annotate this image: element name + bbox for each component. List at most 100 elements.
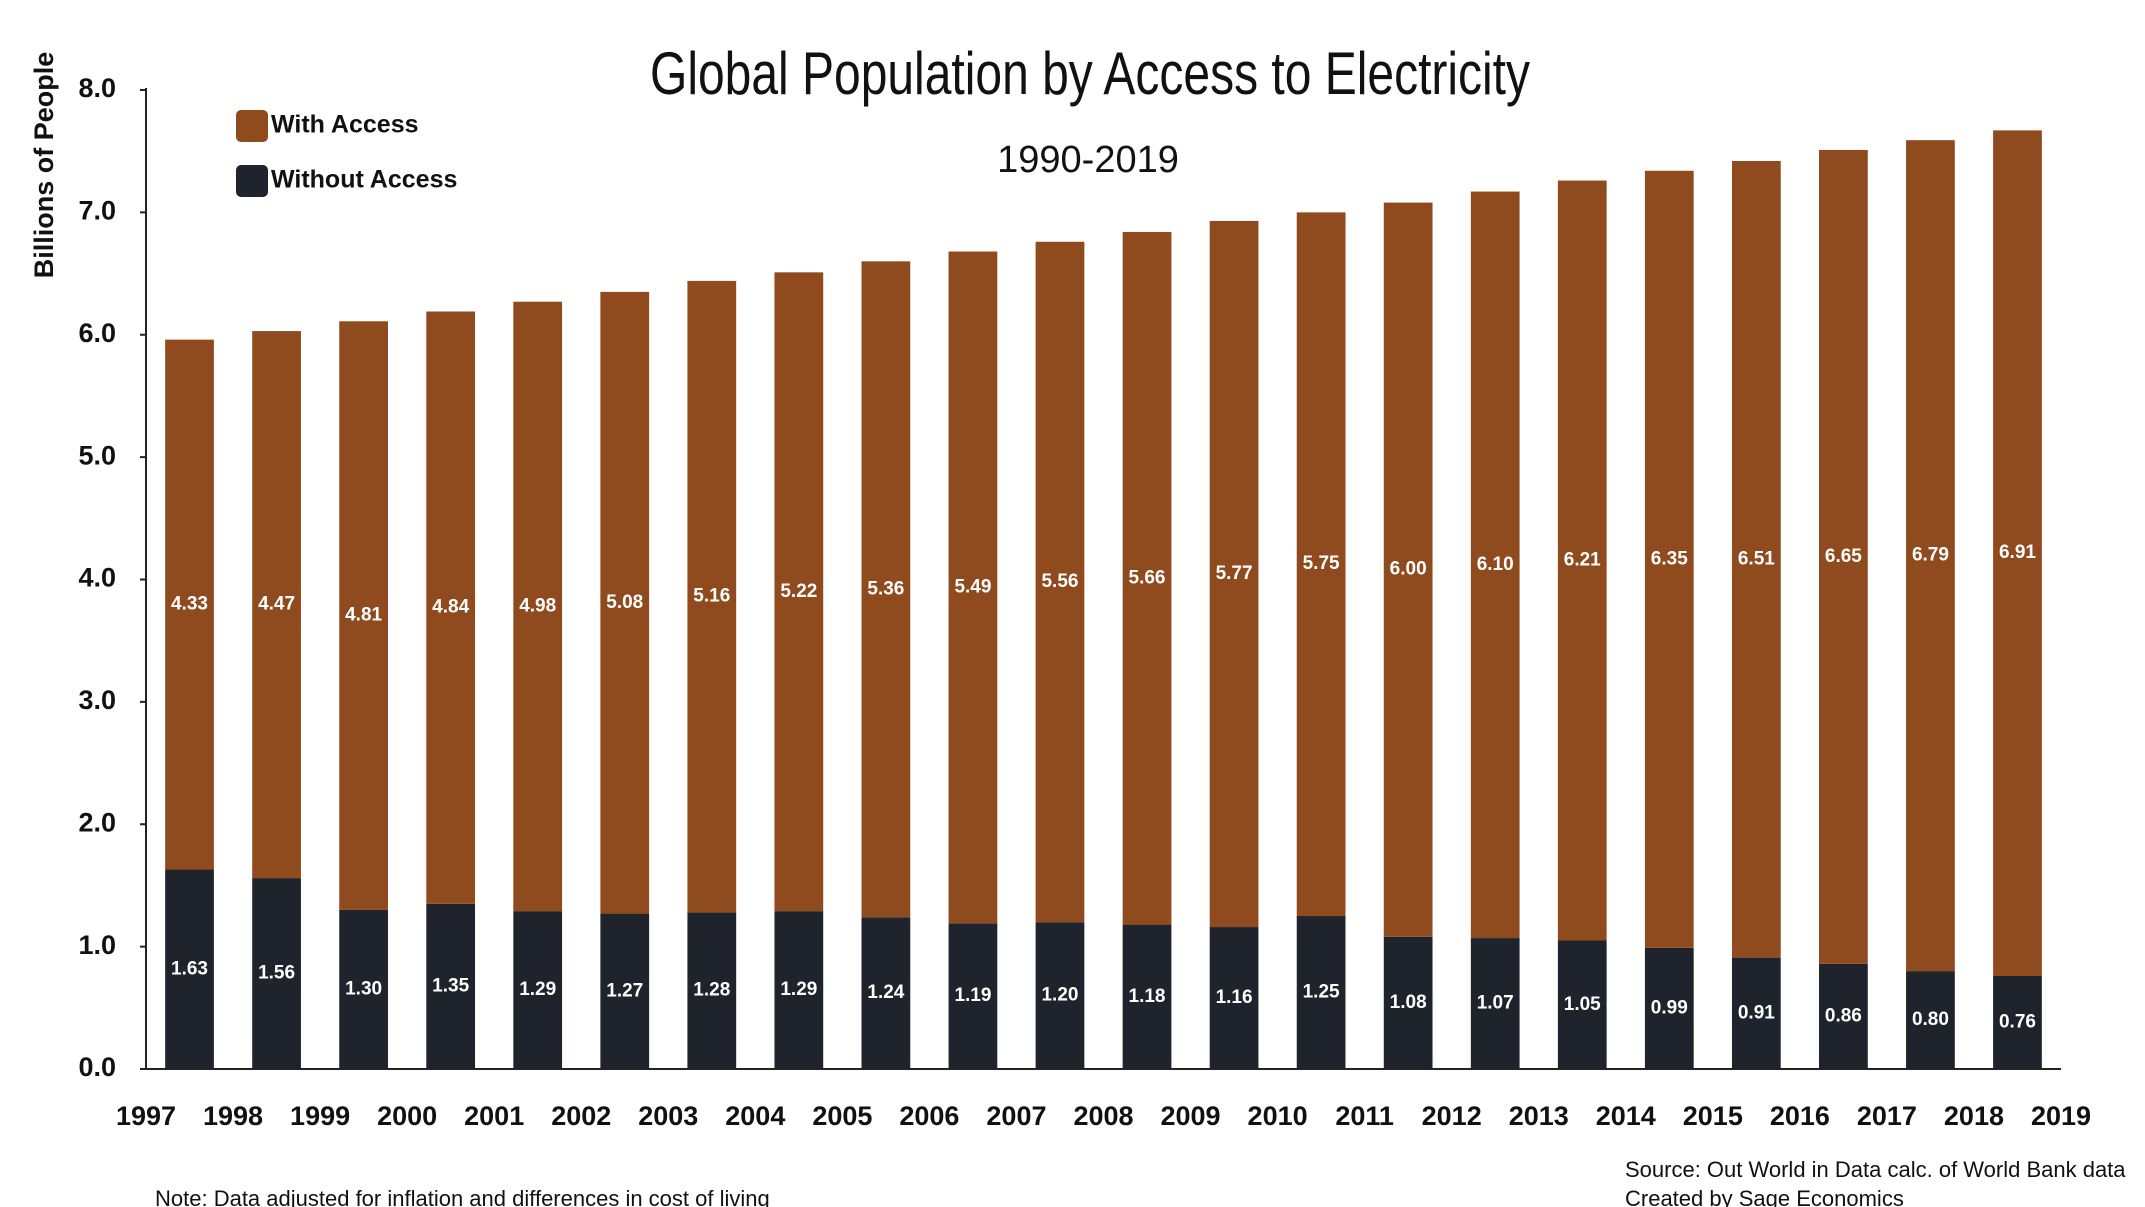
legend-swatch xyxy=(236,110,268,142)
bar-segment xyxy=(1819,963,1868,1069)
y-tick-label: 2.0 xyxy=(78,807,116,837)
bar-segment xyxy=(861,917,911,1069)
bar-segment xyxy=(1383,202,1433,937)
bar-segment xyxy=(513,301,563,912)
legend-label: Without Access xyxy=(271,166,457,194)
bar-segment xyxy=(252,878,301,1069)
data-label: 6.51 xyxy=(1738,548,1775,569)
bar-segment xyxy=(1122,924,1172,1069)
y-tick-label: 7.0 xyxy=(78,196,116,226)
bar-segment xyxy=(687,912,737,1069)
y-tick-label: 8.0 xyxy=(78,73,116,103)
x-tick-label: 2014 xyxy=(1596,1101,1656,1131)
x-tick-label: 2008 xyxy=(1073,1101,1133,1131)
x-tick-label: 1997 xyxy=(116,1101,176,1131)
y-tick-label: 0.0 xyxy=(78,1052,116,1082)
x-tick-label: 2003 xyxy=(638,1101,698,1131)
data-label: 1.20 xyxy=(1041,985,1078,1006)
x-tick-label: 2001 xyxy=(464,1101,524,1131)
data-label: 1.24 xyxy=(867,982,904,1003)
x-tick-label: 2006 xyxy=(899,1101,959,1131)
data-label: 4.84 xyxy=(432,597,469,618)
y-tick-label: 1.0 xyxy=(78,930,116,960)
x-tick-label: 2015 xyxy=(1683,1101,1743,1131)
data-label: 6.91 xyxy=(1999,542,2036,563)
bar-segment xyxy=(861,261,911,918)
bar-segment xyxy=(1209,927,1259,1069)
data-label: 5.16 xyxy=(693,586,730,607)
bar-segment xyxy=(948,251,998,924)
chart-title: Global Population by Access to Electrici… xyxy=(650,40,1530,107)
data-label: 1.18 xyxy=(1129,986,1166,1007)
legend-swatch xyxy=(236,165,268,197)
bar-segment xyxy=(252,331,301,879)
data-label: 1.08 xyxy=(1390,992,1427,1013)
data-label: 4.98 xyxy=(519,595,556,616)
data-label: 5.08 xyxy=(606,592,643,613)
data-label: 1.56 xyxy=(258,963,295,984)
data-label: 1.29 xyxy=(780,979,817,1000)
x-tick-label: 2004 xyxy=(725,1101,785,1131)
x-tick-label: 2007 xyxy=(986,1101,1046,1131)
x-tick-label: 2011 xyxy=(1335,1101,1394,1131)
data-label: 6.00 xyxy=(1390,559,1427,580)
bar-segment xyxy=(1993,130,2042,976)
x-tick-label: 2009 xyxy=(1161,1101,1221,1131)
bar-segment xyxy=(339,909,388,1069)
bar-segment xyxy=(426,311,476,904)
x-tick-label: 2000 xyxy=(377,1101,437,1131)
bar-segment xyxy=(1470,938,1520,1069)
data-label: 1.28 xyxy=(693,980,730,1001)
bar-segment xyxy=(774,272,824,912)
x-tick-label: 2016 xyxy=(1770,1101,1830,1131)
data-label: 1.29 xyxy=(519,979,556,1000)
data-label: 1.19 xyxy=(954,985,991,1006)
bar-segment xyxy=(1296,916,1346,1069)
data-label: 5.49 xyxy=(954,576,991,597)
bar-segment xyxy=(339,321,388,910)
legend-label: With Access xyxy=(271,111,419,139)
bar-segment xyxy=(1557,940,1607,1069)
bar-segment xyxy=(513,911,563,1069)
bar-segment xyxy=(1383,936,1433,1069)
x-tick-label: 1999 xyxy=(290,1101,350,1131)
x-tick-label: 2018 xyxy=(1944,1101,2004,1131)
data-label: 5.36 xyxy=(867,578,904,599)
x-tick-label: 1998 xyxy=(203,1101,263,1131)
bar-segment xyxy=(600,913,650,1069)
data-label: 4.81 xyxy=(345,605,382,626)
bar-segment xyxy=(165,869,214,1069)
y-tick-label: 5.0 xyxy=(78,440,116,470)
bar-segment xyxy=(1035,241,1085,923)
data-label: 1.63 xyxy=(171,958,208,979)
data-label: 4.47 xyxy=(258,594,295,615)
bar-segment xyxy=(1035,922,1085,1069)
source: Source: Out World in Data calc. of World… xyxy=(1625,1157,2126,1182)
bar-segment xyxy=(1209,220,1259,928)
source: Created by Sage Economics xyxy=(1625,1186,1904,1207)
bar-segment xyxy=(1470,191,1520,939)
data-label: 0.76 xyxy=(1999,1012,2036,1033)
data-label: 6.65 xyxy=(1825,546,1862,567)
data-label: 0.99 xyxy=(1651,997,1688,1018)
data-label: 1.25 xyxy=(1303,982,1340,1003)
bar-segment xyxy=(1644,170,1694,948)
data-label: 6.35 xyxy=(1651,548,1688,569)
y-tick-label: 6.0 xyxy=(78,318,116,348)
y-tick-label: 4.0 xyxy=(78,563,116,593)
data-label: 5.75 xyxy=(1303,553,1340,574)
bar-segment xyxy=(1906,140,1955,972)
bar-segment xyxy=(774,911,824,1069)
x-tick-label: 2013 xyxy=(1509,1101,1569,1131)
data-label: 1.16 xyxy=(1216,987,1253,1008)
x-tick-label: 2012 xyxy=(1422,1101,1482,1131)
x-tick-label: 2002 xyxy=(551,1101,611,1131)
bar-segment xyxy=(1557,180,1607,941)
data-label: 0.86 xyxy=(1825,1005,1862,1026)
data-label: 5.22 xyxy=(780,581,817,602)
data-label: 0.80 xyxy=(1912,1009,1949,1030)
bar-segment xyxy=(165,339,214,870)
y-tick-label: 3.0 xyxy=(78,685,116,715)
bar-segment xyxy=(600,291,650,914)
